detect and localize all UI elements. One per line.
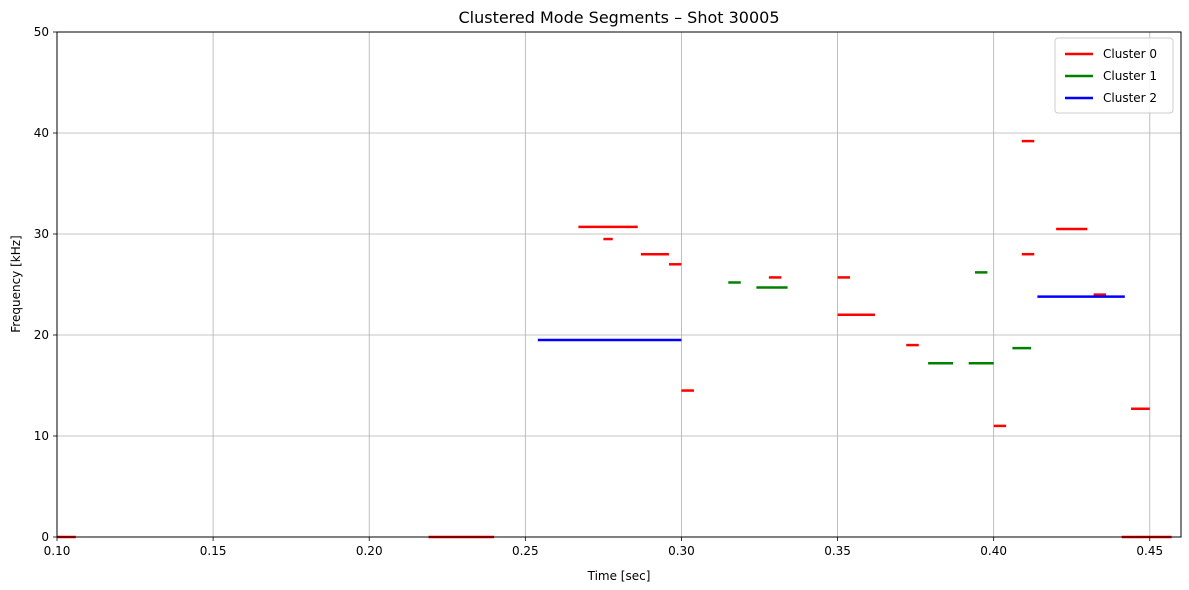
chart-title: Clustered Mode Segments – Shot 30005 [458,8,779,27]
x-tick-label: 0.45 [1136,544,1163,558]
x-tick-label: 0.30 [668,544,695,558]
y-tick-label: 10 [34,429,49,443]
x-tick-label: 0.20 [356,544,383,558]
y-tick-label: 0 [41,530,49,544]
legend-box [1054,37,1174,114]
y-tick-label: 20 [34,328,49,342]
x-tick-label: 0.35 [824,544,851,558]
y-tick-label: 40 [34,126,49,140]
legend-label: Cluster 1 [1103,69,1157,83]
grid [56,31,1181,538]
data-segments [57,139,1172,539]
x-tick-label: 0.40 [980,544,1007,558]
legend-label: Cluster 2 [1103,91,1157,105]
x-tick-label: 0.10 [44,544,71,558]
legend-label: Cluster 0 [1103,47,1157,61]
legend: Cluster 0 Cluster 1 Cluster 2 [1054,37,1174,114]
y-tick-label: 50 [34,25,49,39]
plot-frame [56,31,1182,538]
x-axis-label: Time [sec] [587,569,651,583]
y-axis-label: Frequency [kHz] [9,235,23,332]
x-tick-label: 0.15 [200,544,227,558]
x-tick-label: 0.25 [512,544,539,558]
y-tick-label: 30 [34,227,49,241]
ticks: 0.10 0.15 0.20 0.25 0.30 0.35 0.40 0.45 0 10 20 30 4… [34,25,1163,558]
